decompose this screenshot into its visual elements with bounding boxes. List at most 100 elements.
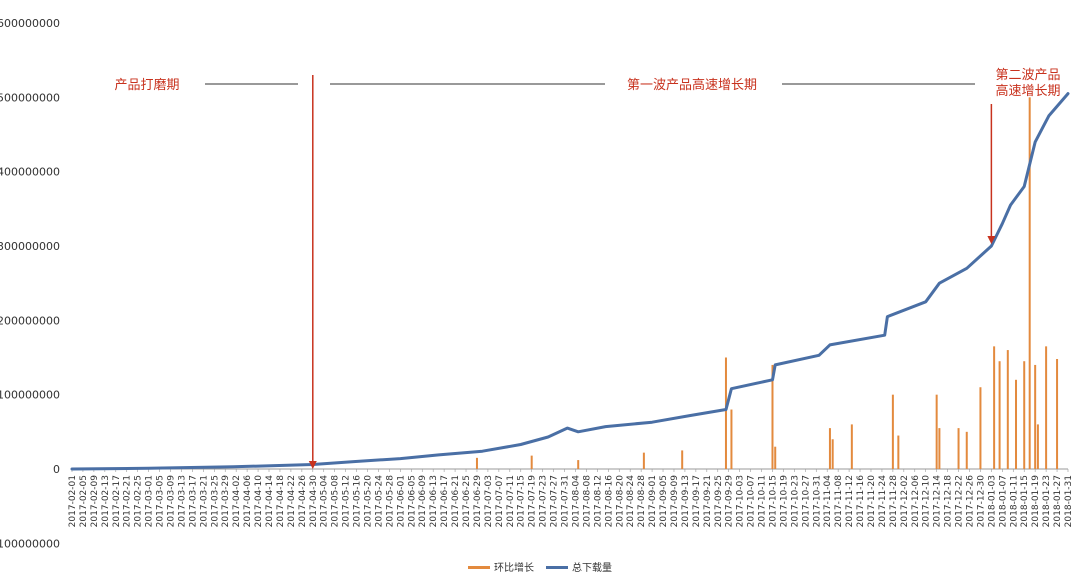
x-tick-label: 2017-11-20: [867, 475, 877, 528]
x-tick-label: 2017-12-14: [933, 475, 943, 528]
y-tick-label: 300000000: [0, 240, 60, 253]
x-tick-label: 2017-06-21: [451, 475, 461, 527]
x-tick-label: 2017-05-08: [331, 475, 341, 528]
x-tick-label: 2017-11-24: [878, 475, 888, 528]
phase-1-label: 产品打磨期: [114, 78, 179, 93]
growth-bar: [957, 428, 960, 469]
x-tick-label: 2017-03-17: [188, 475, 198, 527]
growth-bar: [774, 446, 777, 469]
x-tick-label: 2018-01-07: [998, 475, 1008, 527]
phase-1-end-arrow-head: [308, 461, 317, 469]
phase-2-end-arrow-head: [987, 236, 996, 244]
x-tick-label: 2017-12-02: [900, 475, 910, 527]
x-tick-label: 2017-12-26: [965, 475, 975, 528]
x-tick-label: 2017-04-02: [232, 475, 242, 527]
growth-bar: [897, 435, 900, 469]
x-tick-label: 2017-12-06: [911, 475, 921, 528]
growth-bar: [771, 364, 774, 469]
x-tick-label: 2018-01-23: [1042, 475, 1052, 527]
x-tick-label: 2017-06-17: [440, 475, 450, 527]
x-tick-label: 2017-02-09: [90, 475, 100, 528]
x-tick-label: 2017-11-28: [889, 475, 899, 528]
x-tick-label: 2017-08-20: [615, 475, 625, 528]
x-tick-label: 2017-09-29: [725, 475, 735, 528]
x-tick-label: 2017-06-25: [462, 475, 472, 527]
growth-bar: [1056, 358, 1059, 469]
growth-bar: [938, 428, 941, 469]
x-tick-label: 2017-11-04: [823, 475, 833, 528]
x-tick-label: 2017-03-29: [221, 475, 231, 528]
x-tick-label: 2017-03-25: [210, 475, 220, 527]
x-tick-label: 2017-03-09: [167, 475, 177, 528]
x-tick-label: 2017-05-28: [385, 475, 395, 528]
x-tick-label: 2017-03-21: [199, 475, 209, 527]
x-tick-label: 2017-04-10: [254, 475, 264, 528]
x-tick-label: 2017-07-07: [495, 475, 505, 527]
growth-bar: [730, 409, 733, 469]
growth-bar: [1023, 361, 1026, 469]
growth-bar: [642, 452, 645, 469]
y-tick-label: 100000000: [0, 389, 60, 402]
phase-2-label: 第一波产品高速增长期: [627, 77, 757, 93]
x-tick-label: 2017-04-26: [298, 475, 308, 528]
x-tick-label: 2018-01-03: [987, 475, 997, 527]
x-tick-label: 2017-06-13: [429, 475, 439, 527]
x-tick-label: 2017-06-05: [407, 475, 417, 527]
legend-swatch-growth: [468, 566, 490, 569]
x-tick-label: 2017-10-31: [812, 475, 822, 527]
x-tick-label: 2017-06-09: [418, 475, 428, 528]
growth-bar: [1006, 350, 1009, 469]
x-tick-label: 2017-05-04: [320, 475, 330, 528]
x-tick-label: 2017-08-16: [604, 475, 614, 528]
growth-bar: [681, 450, 684, 469]
total-downloads-line-group: [70, 92, 1070, 471]
x-tick-label: 2017-02-25: [134, 475, 144, 527]
growth-bar: [577, 460, 580, 469]
x-tick-label: 2017-08-12: [593, 475, 603, 527]
x-tick-label: 2017-11-16: [856, 475, 866, 528]
x-tick-label: 2017-09-13: [681, 475, 691, 527]
x-tick-label: 2017-12-18: [944, 475, 954, 528]
legend-label-total: 总下载量: [572, 561, 612, 574]
growth-bar: [1036, 424, 1039, 469]
x-tick-label: 2017-02-01: [68, 475, 78, 527]
x-tick-label: 2017-02-13: [101, 475, 111, 527]
x-tick-label: 2017-07-11: [506, 475, 516, 527]
y-tick-label: 400000000: [0, 166, 60, 179]
y-tick-label: 200000000: [0, 314, 60, 327]
growth-bar: [935, 394, 938, 469]
x-tick-label: 2017-12-22: [955, 475, 965, 527]
x-tick-label: 2017-04-22: [287, 475, 297, 527]
x-tick-label: 2018-01-15: [1020, 475, 1030, 527]
x-tick-label: 2018-01-19: [1031, 475, 1041, 528]
x-tick-label: 2018-01-27: [1053, 475, 1063, 527]
growth-bar: [530, 455, 533, 469]
growth-bar: [993, 346, 996, 469]
x-tick-label: 2017-12-30: [976, 475, 986, 528]
x-tick-label: 2017-08-08: [582, 475, 592, 528]
phase-arrows: [308, 75, 996, 469]
x-tick-label: 2017-07-03: [484, 475, 494, 527]
x-tick-label: 2017-08-04: [571, 475, 581, 528]
growth-bar: [475, 457, 478, 469]
y-tick-label: 0: [53, 463, 60, 476]
growth-bar: [831, 439, 834, 469]
x-tick-label: 2017-02-21: [123, 475, 133, 527]
x-tick-label: 2017-02-17: [112, 475, 122, 527]
x-tick-label: 2018-01-31: [1064, 475, 1074, 527]
x-tick-label: 2017-07-19: [528, 475, 538, 528]
x-tick-label: 2017-07-15: [517, 475, 527, 527]
phase-3-label-line1: 第二波产品: [995, 68, 1060, 83]
x-tick-label: 2017-02-05: [79, 475, 89, 527]
x-tick-label: 2017-04-30: [309, 475, 319, 528]
x-tick-label: 2017-06-01: [396, 475, 406, 527]
phase-3-label-line2: 高速增长期: [995, 83, 1060, 99]
growth-bar: [998, 361, 1001, 469]
x-tick-label: 2017-07-23: [539, 475, 549, 527]
x-tick-label: 2017-04-06: [243, 475, 253, 528]
total-downloads-line: [70, 92, 1070, 471]
x-tick-label: 2017-09-05: [659, 475, 669, 527]
x-tick-label: 2017-10-23: [790, 475, 800, 527]
axes: -100000000 0 100000000 200000000 300000000 40…: [0, 17, 1074, 550]
